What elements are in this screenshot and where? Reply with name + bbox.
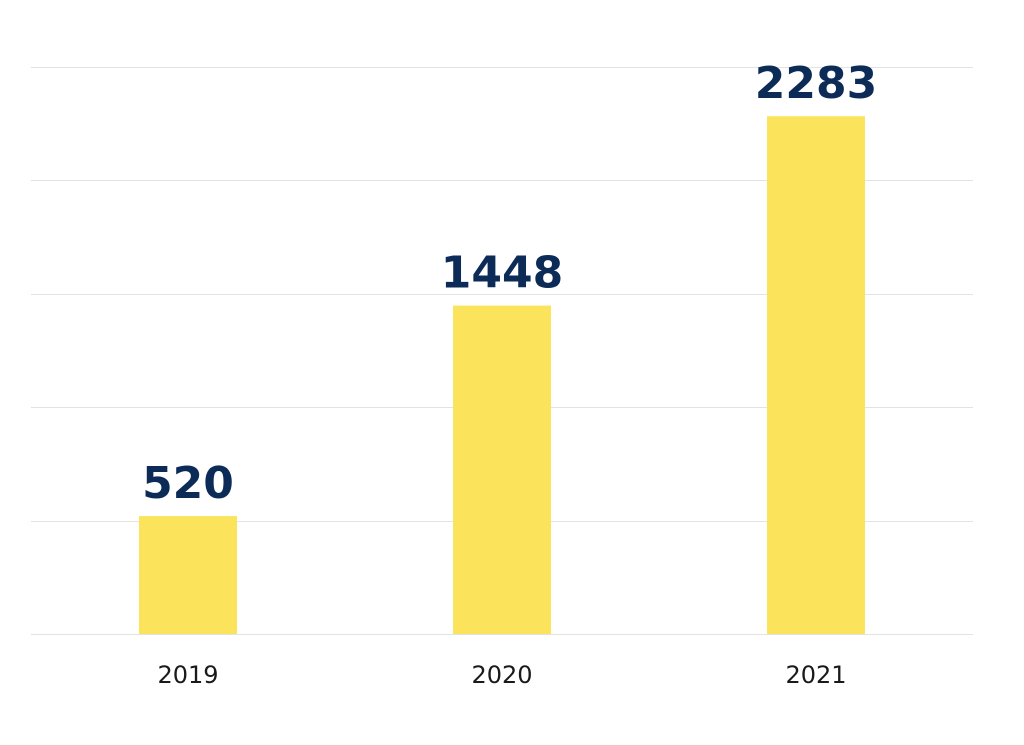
value-label-2020: 1448 xyxy=(441,248,563,299)
value-labels: 520 1448 2283 xyxy=(142,58,877,509)
x-tick-label-2020: 2020 xyxy=(471,661,532,689)
x-tick-label-2021: 2021 xyxy=(785,661,846,689)
x-tick-label-2019: 2019 xyxy=(157,661,218,689)
bar-2021 xyxy=(767,116,865,635)
bar-2020 xyxy=(453,305,551,634)
bars xyxy=(139,116,865,635)
x-axis-tick-labels: 2019 2020 2021 xyxy=(157,661,846,689)
bar-2019 xyxy=(139,516,237,634)
value-label-2021: 2283 xyxy=(755,58,877,109)
value-label-2019: 520 xyxy=(142,458,234,509)
